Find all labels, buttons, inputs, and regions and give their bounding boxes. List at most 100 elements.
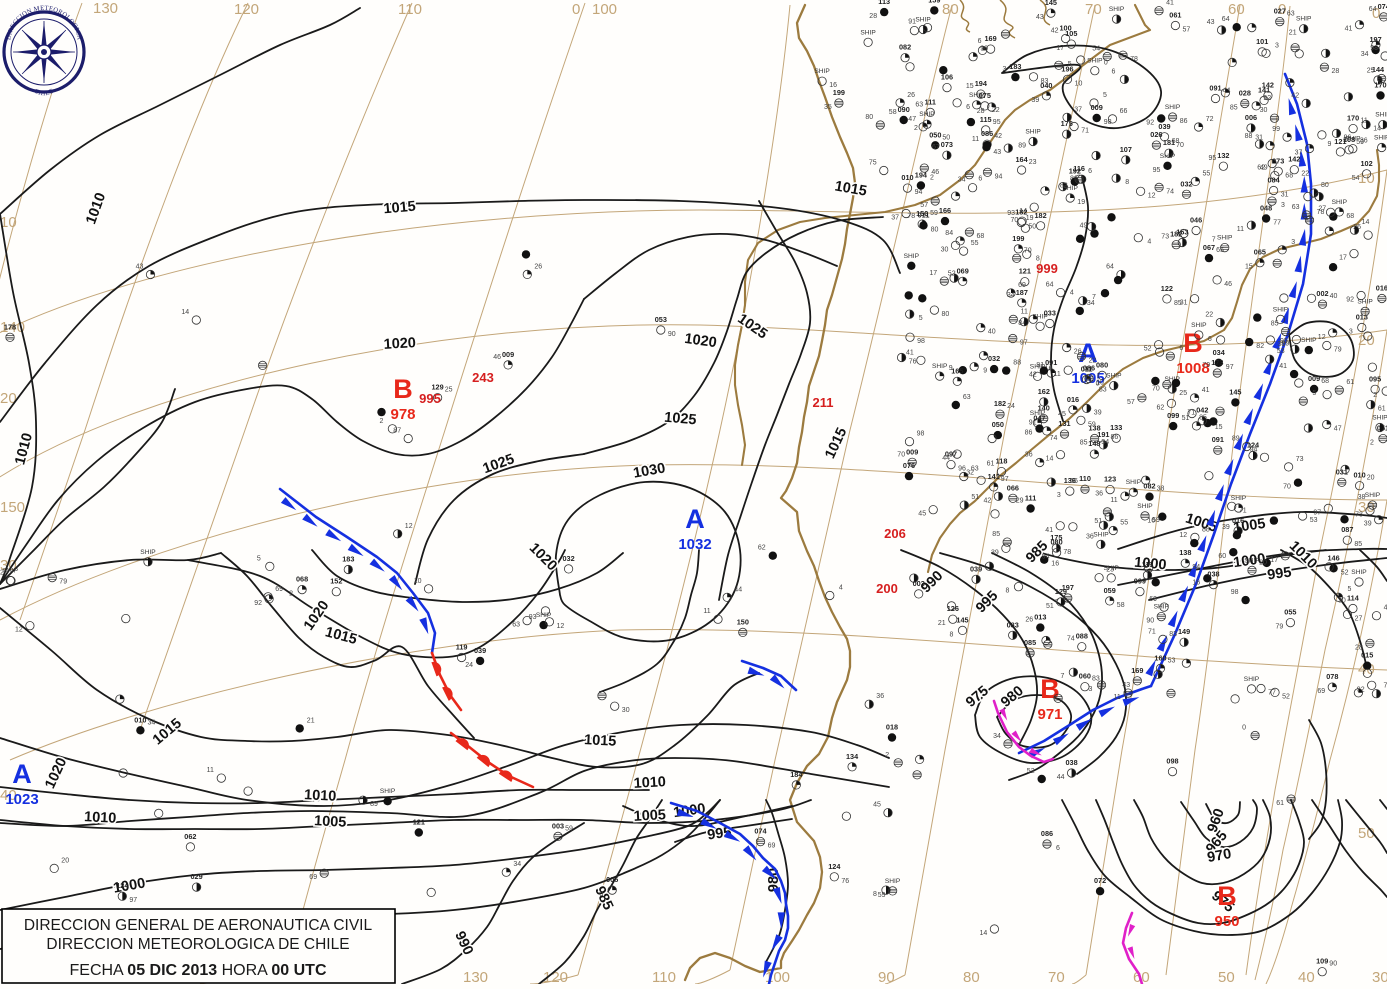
svg-text:57: 57 [920,202,928,209]
svg-text:38: 38 [1157,486,1165,493]
svg-text:SHIP: SHIP [380,788,396,795]
svg-text:96: 96 [1344,134,1352,141]
svg-text:3: 3 [1281,202,1285,209]
svg-text:SHIP: SHIP [1063,185,1079,192]
svg-text:41: 41 [1279,363,1287,370]
svg-text:4: 4 [1070,290,1074,297]
svg-text:149: 149 [1178,627,1190,636]
svg-text:009: 009 [502,350,514,359]
svg-text:142: 142 [1262,81,1274,90]
svg-text:2: 2 [885,752,889,759]
svg-text:20: 20 [61,857,69,864]
svg-text:51: 51 [1182,415,1190,422]
svg-text:1020: 1020 [383,335,416,353]
svg-text:013: 013 [1034,613,1046,622]
svg-text:11: 11 [1021,308,1028,315]
svg-text:099: 099 [1167,411,1179,420]
svg-text:73: 73 [1355,512,1363,519]
svg-text:47: 47 [1334,426,1342,433]
svg-text:63: 63 [963,394,971,401]
svg-text:58: 58 [889,109,897,116]
svg-text:54: 54 [1092,46,1100,53]
svg-text:1010: 1010 [304,787,337,805]
svg-text:80: 80 [931,226,939,233]
svg-text:90: 90 [1146,618,1154,625]
svg-text:1032: 1032 [678,536,711,553]
svg-text:SHIP: SHIP [1273,306,1289,313]
svg-text:51: 51 [1046,603,1054,610]
svg-text:134: 134 [846,752,859,761]
svg-text:42: 42 [1029,372,1037,379]
svg-text:SHIP: SHIP [1137,503,1153,510]
svg-text:050: 050 [929,130,941,139]
svg-text:032: 032 [1180,179,1192,188]
svg-text:15: 15 [1215,424,1223,431]
svg-text:010: 010 [1354,471,1366,480]
svg-text:110: 110 [398,1,422,18]
svg-text:39: 39 [1364,521,1372,528]
svg-text:16: 16 [829,82,837,89]
svg-text:37: 37 [891,215,899,222]
svg-text:011: 011 [918,210,930,219]
svg-text:029: 029 [191,872,203,881]
svg-text:66: 66 [1120,108,1128,115]
svg-text:039: 039 [474,646,486,655]
svg-text:78: 78 [907,213,915,220]
svg-text:12: 12 [1148,192,1156,199]
svg-text:89: 89 [1232,436,1240,443]
svg-text:A: A [685,504,705,534]
svg-text:82: 82 [1256,343,1264,350]
svg-text:141: 141 [988,472,1000,481]
svg-text:1010: 1010 [633,774,666,792]
svg-text:181: 181 [1163,138,1175,147]
svg-text:123: 123 [1104,475,1116,484]
svg-text:026: 026 [1150,130,1162,139]
svg-text:1010: 1010 [84,809,117,827]
svg-text:50: 50 [1028,224,1036,231]
svg-text:009: 009 [1308,374,1320,383]
svg-text:40: 40 [988,329,996,336]
svg-text:101: 101 [1256,37,1268,46]
svg-text:17: 17 [929,270,937,277]
svg-text:10: 10 [1075,80,1083,87]
svg-text:SHIP: SHIP [1025,129,1041,136]
svg-text:100: 100 [592,1,617,18]
svg-text:47: 47 [908,116,916,123]
svg-text:200: 200 [876,581,898,596]
svg-text:65: 65 [1216,247,1224,254]
svg-text:1015: 1015 [383,199,417,218]
svg-text:SHIP: SHIP [1244,557,1260,564]
svg-text:016: 016 [1376,284,1387,293]
svg-text:SHIP: SHIP [1217,235,1233,242]
svg-text:95: 95 [1280,338,1288,345]
svg-text:199: 199 [1012,234,1024,243]
svg-text:182: 182 [1015,208,1027,217]
svg-text:080: 080 [1096,360,1108,369]
svg-text:79: 79 [59,579,67,586]
svg-text:80: 80 [942,1,959,18]
svg-text:59: 59 [1088,421,1096,428]
svg-text:130: 130 [93,0,118,17]
svg-text:SHIP: SHIP [814,68,830,75]
svg-text:SHIP: SHIP [1109,6,1125,13]
svg-text:060: 060 [1079,672,1091,681]
svg-text:97: 97 [1226,364,1234,371]
svg-text:88: 88 [1202,526,1210,533]
svg-text:36: 36 [1025,452,1033,459]
svg-text:83: 83 [1169,631,1177,638]
svg-text:52: 52 [1341,569,1349,576]
svg-text:6: 6 [966,104,970,111]
svg-text:20: 20 [1367,475,1375,482]
svg-text:7: 7 [1092,294,1096,301]
svg-text:94: 94 [995,173,1003,180]
svg-text:194: 194 [975,79,988,88]
svg-text:69: 69 [275,586,283,593]
svg-text:90: 90 [668,331,676,338]
svg-text:21: 21 [1289,30,1297,37]
svg-text:46: 46 [493,354,501,361]
svg-text:71: 71 [1148,628,1156,635]
svg-text:091: 091 [1045,358,1057,367]
svg-text:027: 027 [1274,7,1286,16]
svg-text:083: 083 [1007,620,1019,629]
svg-text:57: 57 [1183,27,1191,34]
